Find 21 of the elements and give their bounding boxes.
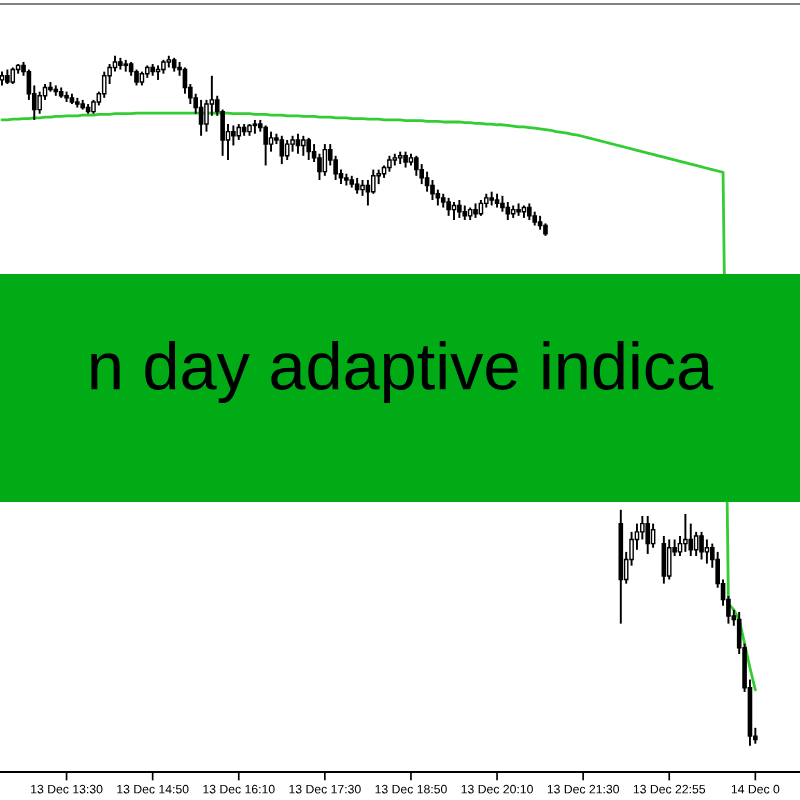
candlestick xyxy=(301,134,306,157)
candlestick xyxy=(101,70,107,99)
candlestick xyxy=(414,154,419,177)
candlestick xyxy=(317,152,322,181)
text: n day adaptive indica xyxy=(91,340,714,404)
candlestick xyxy=(37,90,42,115)
candlestick xyxy=(699,530,704,561)
candlestick xyxy=(284,138,290,161)
candlestick xyxy=(424,170,430,193)
candlestick xyxy=(693,530,699,557)
candlestick xyxy=(279,134,285,166)
candlestick xyxy=(295,132,301,155)
candlestick xyxy=(683,512,688,553)
candlestick xyxy=(666,538,672,581)
candlestick xyxy=(419,163,425,186)
candlestick xyxy=(645,515,651,555)
candlestick xyxy=(430,178,435,201)
candlestick xyxy=(688,522,694,557)
candlestick xyxy=(704,538,710,565)
candlestick xyxy=(263,124,268,167)
candlestick xyxy=(306,136,312,161)
